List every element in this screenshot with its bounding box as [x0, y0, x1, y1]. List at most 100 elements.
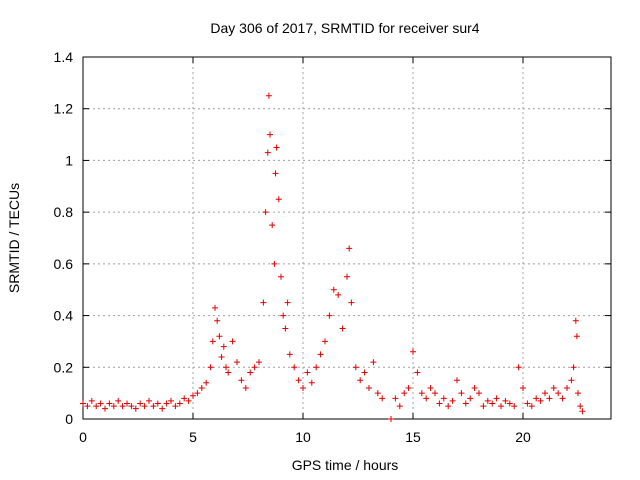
data-point: [313, 364, 320, 371]
data-point: [267, 131, 273, 138]
data-point: [190, 392, 196, 399]
data-point: [427, 384, 434, 391]
data-point: [440, 395, 447, 402]
data-point: [339, 325, 346, 332]
data-point: [168, 397, 174, 404]
data-point: [84, 403, 91, 410]
data-points: [80, 92, 586, 422]
data-point: [280, 312, 287, 319]
data-point: [159, 405, 166, 412]
data-point: [272, 170, 279, 177]
y-tick-label: 0: [65, 411, 73, 427]
data-point: [528, 403, 535, 410]
y-tick-label: 1: [65, 152, 73, 168]
data-point: [97, 400, 104, 407]
data-point: [110, 403, 117, 410]
data-point: [515, 364, 522, 371]
data-point: [295, 377, 302, 384]
data-point: [570, 364, 577, 371]
data-point: [181, 395, 188, 402]
chart-title: Day 306 of 2017, SRMTID for receiver sur…: [210, 20, 479, 36]
data-point: [225, 369, 232, 376]
data-point: [300, 384, 306, 391]
data-point: [432, 390, 438, 397]
data-point: [119, 403, 126, 410]
gridlines: [83, 57, 611, 419]
data-point: [247, 369, 254, 376]
data-point: [498, 403, 504, 410]
data-point: [238, 377, 245, 384]
data-point: [251, 364, 258, 371]
data-point: [520, 384, 526, 391]
x-axis-label: GPS time / hours: [292, 457, 399, 473]
data-point: [203, 379, 210, 386]
data-point: [223, 364, 229, 371]
data-point: [559, 395, 566, 402]
data-point: [330, 286, 337, 293]
data-point: [357, 377, 364, 384]
x-tick-label: 0: [79, 429, 87, 445]
data-point: [511, 403, 518, 410]
x-tick-label: 10: [295, 429, 311, 445]
data-point: [176, 400, 183, 407]
data-point: [449, 397, 456, 404]
data-point: [282, 325, 289, 332]
data-point: [564, 384, 570, 391]
y-tick-label: 1.2: [54, 101, 74, 117]
data-point: [506, 400, 513, 407]
data-point: [401, 390, 408, 397]
data-point: [229, 338, 236, 345]
y-tick-label: 0.4: [54, 308, 74, 324]
data-point: [374, 390, 381, 397]
data-point: [284, 299, 291, 306]
data-point: [533, 395, 540, 402]
data-point: [124, 400, 130, 407]
data-point: [154, 400, 161, 407]
data-point: [308, 379, 315, 386]
data-point: [454, 377, 460, 384]
data-point: [242, 384, 249, 391]
data-point: [467, 395, 474, 402]
data-point: [269, 222, 276, 229]
axis-ticks: [82, 56, 611, 420]
data-point: [344, 273, 350, 280]
data-point: [326, 312, 333, 319]
data-point: [414, 369, 421, 376]
data-point: [265, 92, 272, 99]
data-point: [128, 403, 135, 410]
data-point: [392, 395, 399, 402]
data-point: [212, 304, 218, 311]
data-point: [163, 400, 170, 407]
data-point: [275, 196, 282, 203]
data-point: [484, 397, 491, 404]
data-point: [361, 369, 368, 376]
data-point: [348, 299, 355, 306]
data-point: [476, 390, 482, 397]
data-point: [115, 397, 122, 404]
tick-labels: 0 0.2 0.4 0.6 0.8 1 1.2 1.4 0 5 10 15 20: [54, 49, 531, 445]
data-point: [493, 395, 500, 402]
data-point: [317, 351, 324, 358]
data-point: [256, 359, 262, 366]
data-point: [141, 403, 148, 410]
data-point: [278, 273, 284, 280]
data-point: [271, 260, 278, 267]
data-point: [366, 384, 372, 391]
data-point: [575, 390, 581, 397]
data-point: [216, 333, 223, 340]
data-point: [542, 390, 548, 397]
data-point: [214, 317, 221, 324]
data-point: [150, 403, 157, 410]
data-point: [234, 359, 240, 366]
data-point: [410, 348, 416, 355]
data-point: [388, 416, 394, 422]
data-point: [198, 384, 205, 391]
x-tick-label: 15: [405, 429, 421, 445]
data-point: [194, 390, 201, 397]
data-point: [137, 400, 144, 407]
data-point: [335, 291, 342, 298]
data-point: [370, 359, 377, 366]
data-point: [418, 390, 425, 397]
data-point: [436, 400, 443, 407]
